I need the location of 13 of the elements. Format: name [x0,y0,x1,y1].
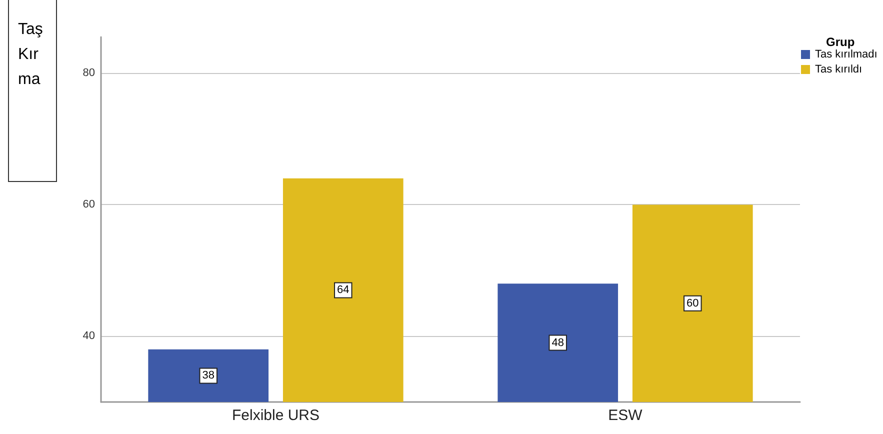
y-axis-title: Taş Kırma [18,20,44,90]
data-label: 60 [686,297,699,310]
data-label: 48 [552,336,564,349]
legend-label: Tas kırıldı [815,64,862,76]
y-tick-label: 60 [82,198,95,211]
data-label: 38 [202,370,214,382]
x-tick-label: Felxible URS [232,407,320,424]
legend-title: Grup [826,35,855,49]
x-tick-label: ESW [608,407,644,424]
data-label: 64 [337,284,350,296]
y-tick-label: 40 [82,330,95,342]
y-tick-label: 80 [82,67,95,80]
legend-label: Tas kırılmadı [815,48,878,60]
